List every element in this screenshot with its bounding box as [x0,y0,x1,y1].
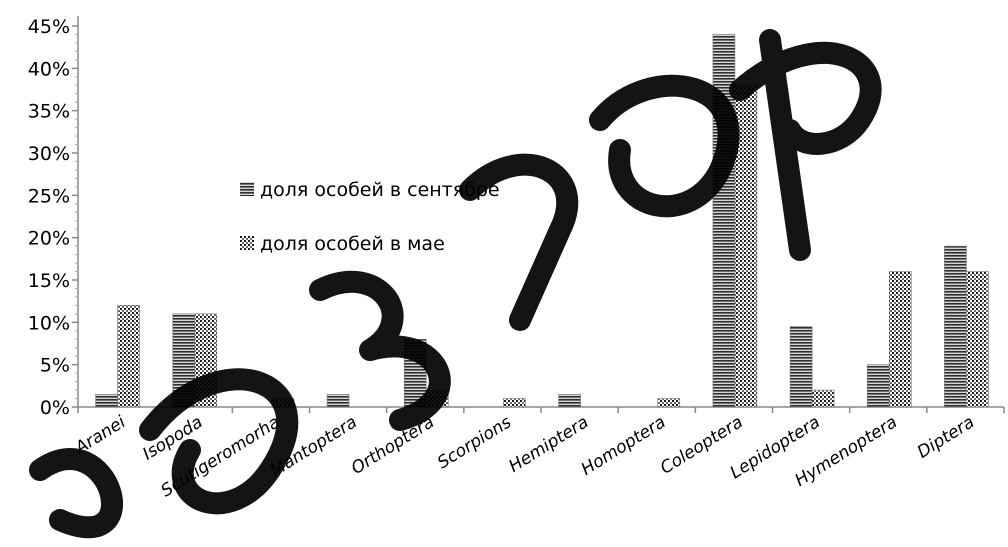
legend-swatch-may [240,236,254,250]
x-tick-label: Hemiptera [505,412,592,477]
bar-may-hymenoptera [888,271,912,408]
bar-september-diptera [944,245,967,408]
x-tick-label: Isopoda [139,412,206,464]
y-axis: 0% 5% 10% 15% 20% 25% 30% 35% 40% 45% [28,16,79,419]
bar-september-mantoptera [326,393,350,408]
x-tick-label: Aranei [71,412,129,459]
bar-september-hemiptera [558,393,581,408]
legend-item-september: доля особей в сентябре [240,179,500,201]
bar-september-coleoptera [712,34,736,408]
bar-may-lepidoptera [811,389,835,408]
legend: доля особей в сентябре доля особей в мае [240,179,500,255]
y-tick-label: 45% [28,16,70,38]
y-tick-label: 40% [28,58,70,80]
bar-may-aranei [117,305,140,408]
y-tick-label: 20% [28,228,70,250]
y-tick-label: 25% [28,185,70,207]
x-tick-labels: Aranei IsopodaScutigeromorhaMantopteraOrt… [71,412,978,501]
bar-may-isopoda [194,313,218,408]
bar-september-orthoptera [403,338,427,408]
legend-label-september: доля особей в сентябре [260,179,500,201]
bar-may-orthoptera [425,389,449,408]
x-tick-label: Homoptera [578,412,670,480]
x-tick-label: Orthoptera [348,412,438,479]
legend-item-may: доля особей в мае [240,233,445,255]
bar-may-scorpions [503,398,526,408]
x-axis [77,406,1005,413]
bar-september-lepidoptera [789,326,813,408]
bar-may-scutigeromorha [271,398,295,408]
y-tick-label: 15% [28,270,70,292]
y-tick-label: 30% [28,143,70,165]
bar-may-diptera [966,271,989,408]
bar-may-coleoptera [734,84,758,408]
bar-september-aranei [95,393,118,408]
y-tick-label: 10% [28,312,70,334]
bars [95,34,989,408]
y-tick-label: 5% [40,355,70,377]
bar-september-isopoda [172,313,196,408]
y-tick-label: 0% [40,397,70,419]
legend-label-may: доля особей в мае [260,233,445,255]
legend-swatch-september [240,182,254,196]
x-tick-label: Diptera [914,412,978,462]
x-tick-label: Scorpions [434,412,515,473]
y-tick-label: 35% [28,101,70,123]
bar-september-hymenoptera [866,364,890,408]
x-tick-label: Mantoptera [267,412,361,481]
bar-may-homoptera [657,398,681,408]
